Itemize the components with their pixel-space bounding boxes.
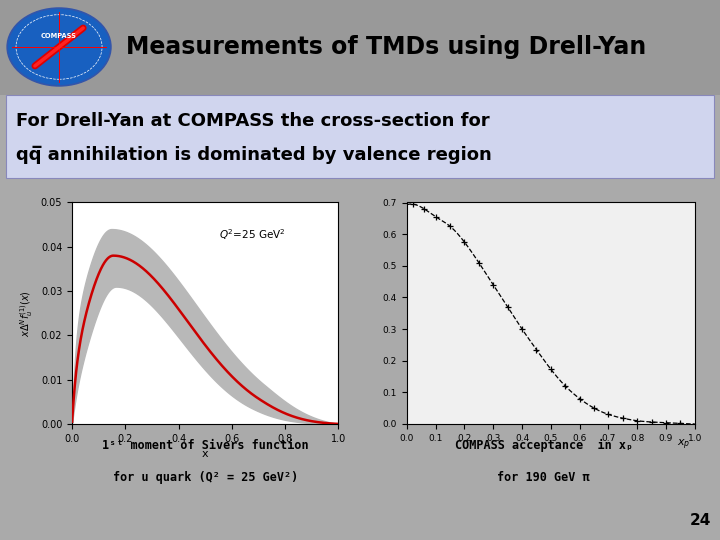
Point — [430, 212, 441, 221]
Circle shape — [7, 8, 111, 86]
Text: for 190 GeV π: for 190 GeV π — [498, 471, 590, 484]
Point — [574, 394, 585, 403]
Point — [588, 404, 600, 413]
Text: qq̅ annihilation is dominated by valence region: qq̅ annihilation is dominated by valence… — [16, 146, 492, 164]
Point — [531, 345, 542, 354]
Point — [459, 238, 470, 246]
Point — [502, 302, 513, 311]
X-axis label: x: x — [202, 449, 209, 459]
Point — [545, 365, 557, 374]
Text: For Drell-Yan at COMPASS the cross-section for: For Drell-Yan at COMPASS the cross-secti… — [16, 112, 490, 130]
Text: $Q^2$=25 GeV$^2$: $Q^2$=25 GeV$^2$ — [219, 227, 285, 242]
Point — [631, 416, 643, 425]
Point — [646, 417, 657, 426]
Text: 24: 24 — [690, 513, 711, 528]
Text: for u quark (Q² = 25 GeV²): for u quark (Q² = 25 GeV²) — [112, 471, 298, 484]
Text: Measurements of TMDs using Drell-Yan: Measurements of TMDs using Drell-Yan — [126, 35, 647, 59]
Point — [407, 200, 418, 208]
Point — [603, 410, 614, 418]
Y-axis label: $x\Delta^N f_u^{(1)}(x)$: $x\Delta^N f_u^{(1)}(x)$ — [19, 290, 35, 336]
Point — [617, 414, 629, 422]
Text: COMPASS acceptance  in xₚ: COMPASS acceptance in xₚ — [454, 439, 633, 452]
Point — [444, 222, 456, 231]
Point — [418, 205, 430, 213]
X-axis label: $x_p$: $x_p$ — [677, 437, 690, 451]
FancyBboxPatch shape — [0, 0, 720, 94]
Text: COMPASS: COMPASS — [41, 33, 77, 39]
FancyBboxPatch shape — [6, 94, 714, 178]
Point — [675, 419, 686, 428]
Point — [487, 280, 499, 289]
Point — [559, 382, 571, 390]
Point — [660, 418, 672, 427]
Text: 1ˢᵗ moment of Sivers function: 1ˢᵗ moment of Sivers function — [102, 439, 308, 452]
Point — [473, 258, 485, 267]
Point — [516, 325, 528, 333]
